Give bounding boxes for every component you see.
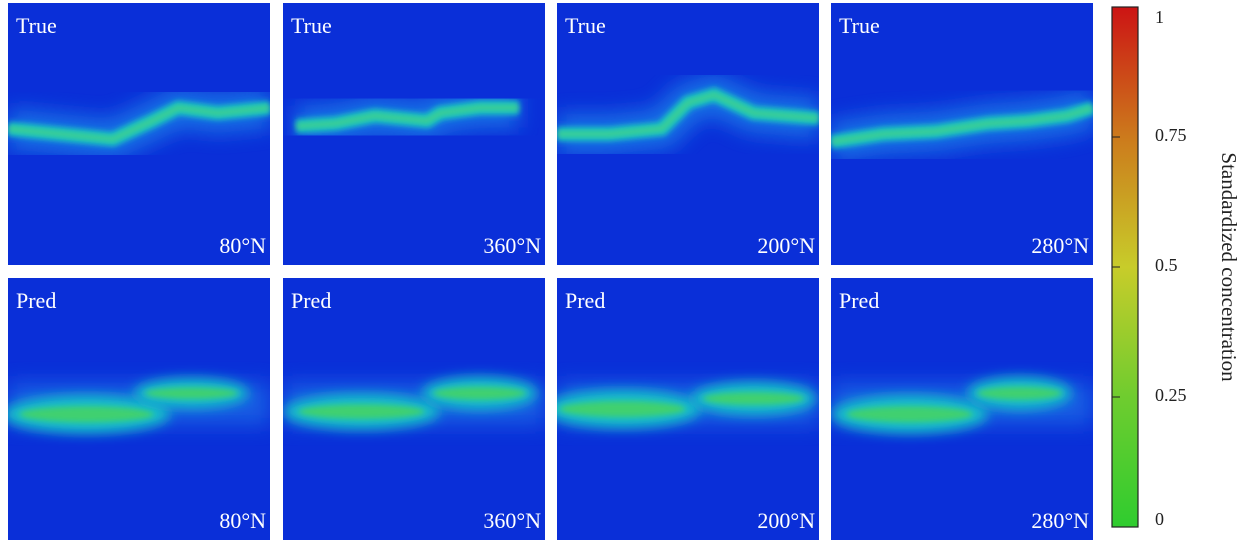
plume-core (703, 392, 804, 405)
panel: Pred 200°N (557, 278, 819, 540)
panel: True 200°N (557, 3, 819, 265)
row-label: True (839, 13, 880, 38)
panels: True 80°N True 360°N True 200°N True 280°N Pred 8… (8, 3, 1093, 540)
colorbar: Standardized concentration 0 0.25 0.5 0.75 1 (1111, 6, 1241, 529)
plume-core (831, 105, 1093, 144)
row-label: Pred (16, 288, 56, 313)
panel-field (831, 3, 1093, 265)
colorbar-tick-label: 0.5 (1155, 255, 1178, 275)
row-label: Pred (839, 288, 879, 313)
panel: Pred 280°N (831, 278, 1093, 540)
row-label: True (291, 13, 332, 38)
colorbar-tick-label: 0.75 (1155, 125, 1187, 145)
plume-core (846, 406, 973, 423)
row-label: True (565, 13, 606, 38)
colorbar-tick-label: 1 (1155, 7, 1164, 27)
panel-field (557, 278, 819, 540)
row-label: Pred (291, 288, 331, 313)
plume-core (557, 92, 819, 136)
colorbar-tick-label: 0.25 (1155, 385, 1187, 405)
panel-field (8, 278, 270, 540)
panel-field (283, 278, 545, 540)
plume-core (977, 386, 1062, 400)
angle-label: 280°N (1031, 233, 1089, 258)
panel: True 280°N (831, 3, 1093, 265)
plume-core (19, 406, 154, 423)
row-label: True (16, 13, 57, 38)
panel-field (557, 3, 819, 265)
panel: True 80°N (8, 3, 270, 265)
panel: Pred 80°N (8, 278, 270, 540)
colorbar-tick-label: 0 (1155, 509, 1164, 529)
panel-field (831, 278, 1093, 540)
plume-core (295, 105, 519, 129)
panel-field (283, 3, 545, 265)
angle-label: 80°N (219, 508, 266, 533)
angle-label: 80°N (219, 233, 266, 258)
angle-label: 200°N (757, 508, 815, 533)
angle-label: 200°N (757, 233, 815, 258)
plume-core (145, 387, 238, 399)
plume-core (8, 105, 270, 142)
colorbar-label: Standardized concentration (1217, 152, 1241, 382)
row-label: Pred (565, 288, 605, 313)
plume-core (298, 404, 425, 419)
panel: Pred 360°N (283, 278, 545, 540)
angle-label: 360°N (483, 508, 541, 533)
plume-core (433, 386, 526, 400)
panel: True 360°N (283, 3, 545, 265)
angle-label: 360°N (483, 233, 541, 258)
angle-label: 280°N (1031, 508, 1089, 533)
plume-core (559, 401, 686, 417)
panel-field (8, 3, 270, 265)
